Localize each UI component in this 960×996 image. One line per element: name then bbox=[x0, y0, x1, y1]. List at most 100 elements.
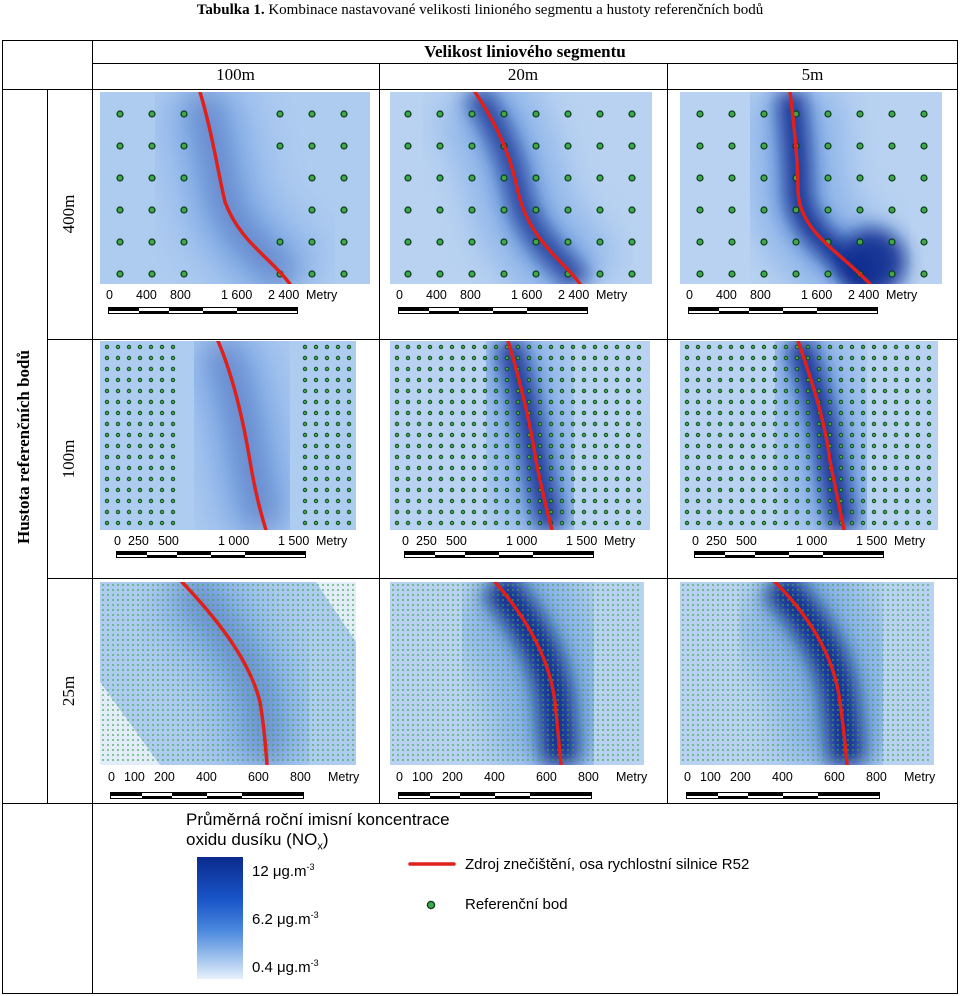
road-line bbox=[796, 341, 846, 530]
header-title: Velikost liniového segmentu bbox=[424, 42, 626, 61]
scale-unit-label: Metry bbox=[904, 770, 936, 784]
scale-bar-20m-400m: 0 400 800 1 600 2 400 Metry bbox=[392, 288, 662, 320]
scale-tick-label: 0 bbox=[108, 770, 115, 784]
scale-tick-label: 1 600 bbox=[221, 288, 253, 302]
grid-line bbox=[2, 89, 958, 90]
scale-tick-label: 1 000 bbox=[218, 534, 250, 548]
map-5m-25m bbox=[680, 582, 934, 765]
reference-points bbox=[684, 344, 932, 526]
scale-tick-label: 800 bbox=[460, 288, 481, 302]
scale-unit-label: Metry bbox=[596, 288, 628, 302]
scale-tick-label: 100 bbox=[700, 770, 721, 784]
scale-tick-label: 0 bbox=[396, 288, 403, 302]
scale-bar-5m-400m: 0 400 800 1 600 2 400 Metry bbox=[682, 288, 952, 320]
scale-tick-label: 250 bbox=[706, 534, 727, 548]
road-line bbox=[180, 582, 269, 765]
scale-bar bbox=[110, 792, 304, 799]
scale-tick-label: 0 bbox=[402, 534, 409, 548]
scale-tick-label: 2 400 bbox=[848, 288, 880, 302]
scale-tick-label: 1 500 bbox=[278, 534, 310, 548]
scale-bar-5m-25m: 0 100 200 400 600 800 Metry bbox=[680, 770, 950, 802]
scale-tick-label: 1 600 bbox=[511, 288, 543, 302]
scale-tick-label: 800 bbox=[750, 288, 771, 302]
column-header-5m: 5m bbox=[801, 65, 824, 84]
grid-line bbox=[47, 89, 48, 803]
scale-unit-label: Metry bbox=[886, 288, 918, 302]
scale-tick-label: 0 bbox=[106, 288, 113, 302]
scale-unit-label: Metry bbox=[306, 288, 338, 302]
scale-bar bbox=[688, 307, 878, 314]
scale-tick-label: 800 bbox=[866, 770, 887, 784]
scale-bar-100m-400m: 0 400 800 1 600 2 400 Metry bbox=[102, 288, 372, 320]
scale-bar bbox=[398, 792, 592, 799]
road-line bbox=[216, 341, 268, 530]
map-100m-400m bbox=[100, 92, 370, 284]
scale-tick-label: 0 bbox=[396, 770, 403, 784]
grid-line bbox=[379, 63, 380, 803]
grid-line bbox=[2, 803, 958, 804]
scale-tick-label: 800 bbox=[170, 288, 191, 302]
scale-tick-label: 1 500 bbox=[566, 534, 598, 548]
scale-tick-label: 200 bbox=[730, 770, 751, 784]
scale-unit-label: Metry bbox=[328, 770, 360, 784]
scale-bar bbox=[398, 307, 588, 314]
scale-unit-label: Metry bbox=[616, 770, 648, 784]
reference-points bbox=[394, 344, 642, 526]
table-border-top bbox=[2, 40, 958, 41]
scale-bar bbox=[108, 307, 298, 314]
reference-points bbox=[404, 110, 636, 278]
scale-tick-label: 100 bbox=[412, 770, 433, 784]
caption-label: Tabulka 1. bbox=[196, 2, 265, 18]
scale-tick-label: 200 bbox=[442, 770, 463, 784]
scale-tick-label: 400 bbox=[426, 288, 447, 302]
legend-title-line2: oxidu dusíku (NOx) bbox=[186, 830, 329, 853]
road-line bbox=[788, 92, 872, 284]
reference-points bbox=[102, 584, 354, 761]
legend-title-line1: Průměrná roční imisní koncentrace bbox=[186, 810, 450, 829]
scale-tick-label: 1 500 bbox=[856, 534, 888, 548]
scale-tick-label: 400 bbox=[136, 288, 157, 302]
scale-bar-100m-100m: 0 250 500 1 000 1 500 Metry bbox=[110, 534, 380, 566]
grid-line bbox=[92, 40, 93, 994]
scale-bar bbox=[116, 551, 306, 558]
legend-road-line bbox=[408, 862, 456, 866]
scale-tick-label: 1 000 bbox=[506, 534, 538, 548]
map-20m-25m bbox=[390, 582, 644, 765]
scale-tick-label: 800 bbox=[290, 770, 311, 784]
scale-tick-label: 250 bbox=[416, 534, 437, 548]
scale-tick-label: 400 bbox=[484, 770, 505, 784]
road-line bbox=[506, 341, 554, 530]
table-border-left bbox=[2, 40, 3, 994]
scale-tick-label: 800 bbox=[578, 770, 599, 784]
reference-points bbox=[392, 584, 639, 761]
row-header-100m: 100m bbox=[59, 439, 78, 479]
scale-tick-label: 0 bbox=[692, 534, 699, 548]
reference-points bbox=[116, 110, 348, 278]
map-5m-400m bbox=[680, 92, 942, 284]
ramp-label-mid: 6.2 μg.m-3 bbox=[252, 910, 319, 928]
scale-unit-label: Metry bbox=[894, 534, 926, 548]
ramp-label-high: 12 μg.m-3 bbox=[252, 862, 315, 880]
scale-bar-100m-25m: 0 100 200 400 600 800 Metry bbox=[104, 770, 374, 802]
map-20m-100m bbox=[390, 341, 650, 530]
scale-tick-label: 400 bbox=[196, 770, 217, 784]
legend-point-icon bbox=[426, 900, 436, 910]
table-border-right bbox=[957, 40, 958, 994]
scale-bar bbox=[694, 551, 884, 558]
legend-point-label: Referenční bod bbox=[465, 896, 568, 913]
scale-bar-5m-100m: 0 250 500 1 000 1 500 Metry bbox=[688, 534, 958, 566]
table-border-bottom bbox=[2, 993, 958, 994]
scale-unit-label: Metry bbox=[604, 534, 636, 548]
road-line bbox=[773, 582, 849, 765]
row-header-400m: 400m bbox=[59, 194, 78, 234]
scale-unit-label: Metry bbox=[316, 534, 348, 548]
scale-tick-label: 250 bbox=[128, 534, 149, 548]
column-header-20m: 20m bbox=[507, 65, 539, 84]
scale-tick-label: 1 600 bbox=[801, 288, 833, 302]
grid-line bbox=[47, 339, 958, 340]
row-header-25m: 25m bbox=[59, 675, 78, 707]
scale-tick-label: 600 bbox=[824, 770, 845, 784]
ramp-label-low: 0.4 μg.m-3 bbox=[252, 958, 319, 976]
map-100m-25m bbox=[100, 582, 356, 765]
grid-line bbox=[667, 63, 668, 803]
